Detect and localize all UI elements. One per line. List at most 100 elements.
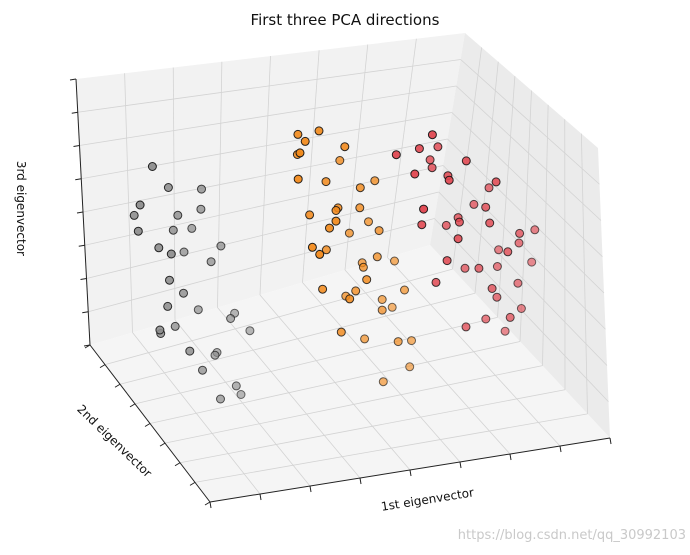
data-point-virginica	[462, 323, 470, 331]
data-point-versicolor	[345, 229, 353, 237]
data-point-setosa	[246, 327, 254, 335]
data-point-virginica	[432, 278, 440, 286]
data-point-virginica	[462, 157, 470, 165]
data-point-virginica	[418, 221, 426, 229]
data-point-setosa	[156, 326, 164, 334]
data-point-versicolor	[308, 243, 316, 251]
x-tick	[410, 470, 411, 476]
data-point-versicolor	[315, 127, 323, 135]
data-point-versicolor	[378, 296, 386, 304]
data-point-virginica	[495, 246, 503, 254]
z-tick	[82, 312, 88, 313]
data-point-virginica	[392, 151, 400, 159]
data-point-versicolor	[379, 378, 387, 386]
y-tick	[205, 502, 210, 505]
data-point-versicolor	[363, 276, 371, 284]
data-point-versicolor	[294, 130, 302, 138]
data-point-virginica	[475, 264, 483, 272]
data-point-setosa	[186, 347, 194, 355]
data-point-virginica	[514, 279, 522, 287]
data-point-virginica	[415, 145, 423, 153]
data-point-setosa	[180, 289, 188, 297]
data-point-versicolor	[294, 175, 302, 183]
data-point-versicolor	[361, 335, 369, 343]
data-point-virginica	[516, 229, 524, 237]
data-point-setosa	[130, 211, 138, 219]
z-tick	[75, 179, 81, 180]
y-tick	[160, 443, 165, 446]
x-tick	[310, 486, 311, 492]
data-point-setosa	[155, 244, 163, 252]
data-point-versicolor	[408, 337, 416, 345]
z-axis-label: 3rd eigenvector	[14, 161, 28, 256]
x-tick	[510, 454, 511, 460]
data-point-virginica	[461, 264, 469, 272]
z-tick	[74, 146, 80, 147]
data-point-setosa	[164, 184, 172, 192]
data-point-virginica	[515, 239, 523, 247]
data-point-versicolor	[356, 184, 364, 192]
data-point-virginica	[442, 221, 450, 229]
data-point-versicolor	[378, 306, 386, 314]
data-point-setosa	[148, 163, 156, 171]
data-point-versicolor	[356, 204, 364, 212]
data-point-virginica	[486, 219, 494, 227]
data-point-versicolor	[352, 287, 360, 295]
data-point-virginica	[501, 327, 509, 335]
data-point-versicolor	[341, 143, 349, 151]
data-point-versicolor	[401, 286, 409, 294]
data-point-versicolor	[371, 177, 379, 185]
data-point-virginica	[470, 200, 478, 208]
data-point-virginica	[426, 156, 434, 164]
data-point-setosa	[237, 391, 245, 399]
data-point-virginica	[434, 143, 442, 151]
data-point-virginica	[445, 176, 453, 184]
y-tick	[115, 384, 120, 387]
data-point-versicolor	[322, 178, 330, 186]
data-point-setosa	[217, 242, 225, 250]
x-tick	[610, 438, 611, 444]
data-point-setosa	[198, 185, 206, 193]
data-point-versicolor	[336, 157, 344, 165]
watermark: https://blog.csdn.net/qq_30992103	[458, 528, 686, 543]
data-point-versicolor	[388, 303, 396, 311]
data-point-versicolor	[359, 263, 367, 271]
data-point-versicolor	[373, 253, 381, 261]
y-tick	[100, 365, 105, 368]
x-tick	[360, 478, 361, 484]
data-point-versicolor	[346, 295, 354, 303]
y-tick	[190, 482, 195, 485]
data-point-setosa	[194, 306, 202, 314]
data-point-virginica	[517, 305, 525, 313]
z-tick	[72, 112, 78, 113]
y-tick	[175, 463, 180, 466]
data-point-versicolor	[319, 285, 327, 293]
data-point-setosa	[134, 227, 142, 235]
data-point-setosa	[199, 366, 207, 374]
x-tick	[460, 462, 461, 468]
y-tick	[130, 404, 135, 407]
data-point-versicolor	[406, 363, 414, 371]
data-point-virginica	[411, 170, 419, 178]
data-point-setosa	[211, 351, 219, 359]
x-tick	[210, 502, 211, 508]
data-point-versicolor	[375, 227, 383, 235]
data-point-setosa	[180, 248, 188, 256]
data-point-virginica	[482, 203, 490, 211]
data-point-versicolor	[365, 218, 373, 226]
x-tick	[560, 446, 561, 452]
data-point-setosa	[188, 224, 196, 232]
data-point-virginica	[504, 248, 512, 256]
data-point-setosa	[227, 315, 235, 323]
data-point-setosa	[166, 276, 174, 284]
data-point-virginica	[428, 131, 436, 139]
data-point-virginica	[485, 184, 493, 192]
data-point-virginica	[492, 178, 500, 186]
data-point-virginica	[420, 205, 428, 213]
data-point-setosa	[164, 302, 172, 310]
data-point-virginica	[493, 293, 501, 301]
data-point-versicolor	[326, 224, 334, 232]
z-tick	[70, 79, 76, 80]
data-point-virginica	[428, 164, 436, 172]
